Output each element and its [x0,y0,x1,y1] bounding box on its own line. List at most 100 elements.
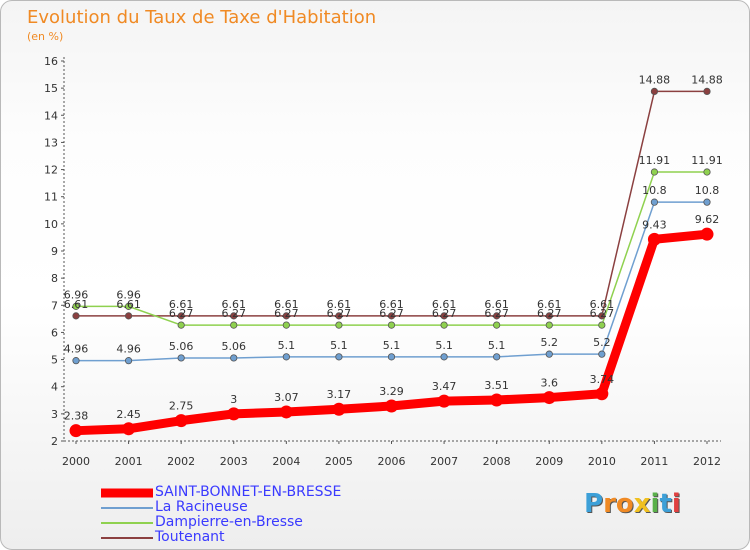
x-tick-label: 2002 [167,455,195,468]
data-point [440,353,448,361]
legend-label: Dampierre-en-Bresse [155,514,303,530]
data-point [437,394,451,408]
data-label: 6.61 [432,298,457,311]
y-tick-label: 11 [44,191,58,204]
data-label: 5.1 [383,339,401,352]
data-label: 5.1 [435,339,453,352]
data-point [335,312,343,320]
y-tick-label: 16 [44,55,58,68]
x-tick-label: 2011 [640,455,668,468]
x-tick-label: 2006 [378,455,406,468]
data-point [703,168,711,176]
y-tick-label: 14 [44,109,58,122]
data-label: 6.61 [222,298,247,311]
data-label: 6.27 [432,307,457,320]
data-point [598,312,606,320]
data-label: 3 [230,393,237,406]
chart-axes: 2 3 4 5 6 7 8 9 10 11 12 13 14 15 16 2000 2001 2002 2003 20… [44,55,721,468]
data-point [122,422,136,436]
data-point [230,312,238,320]
legend-label: Toutenant [155,529,225,545]
logo-letter: i [650,489,660,519]
x-tick-label: 2010 [588,455,616,468]
data-label: 3.29 [379,385,404,398]
x-tick-label: 2008 [483,455,511,468]
data-point [387,312,396,320]
data-label: 6.61 [379,298,404,311]
data-point [545,312,553,320]
data-point [335,321,343,329]
data-label: 3.6 [541,377,559,390]
data-point [282,312,290,320]
data-point [124,357,133,365]
data-point [598,350,606,358]
data-point [703,87,711,96]
proxiti-logo: Proxiti [584,489,681,519]
legend-swatch [101,506,153,509]
legend-swatch [101,521,153,524]
data-point [387,353,396,361]
data-label: 6.61 [537,298,562,311]
data-point [385,399,398,413]
logo-letter: o [615,489,634,519]
data-point [332,402,346,416]
data-point [335,353,343,361]
data-label: 6.27 [222,307,247,320]
logo-letter: r [603,489,616,519]
data-point [703,198,711,206]
data-label: 6.27 [274,307,299,320]
legend-label: SAINT-BONNET-EN-BRESSE [155,484,342,500]
legend-label: La Racineuse [155,499,248,515]
y-tick-label: 5 [51,354,58,367]
x-tick-label: 2000 [62,455,90,468]
logo-letter: x [633,489,651,519]
data-label: 6.61 [64,298,89,311]
x-tick-label: 2005 [325,455,353,468]
data-point [124,302,133,310]
data-label: 5.2 [593,336,611,349]
logo-letter: i [671,489,681,519]
data-point [545,350,553,358]
data-label: 3.47 [432,380,457,393]
logo-letter: P [584,489,604,519]
data-point [700,227,714,241]
data-point [440,321,448,329]
y-tick-label: 7 [51,299,58,312]
data-point [545,321,553,329]
data-label: 5.06 [222,340,247,353]
data-point [230,321,238,329]
data-label: 5.1 [488,339,506,352]
chart-title: Evolution du Taux de Taxe d'Habitation [27,7,377,28]
legend-swatch [101,536,153,539]
data-labels: 6.61 6.61 6.61 6.61 6.61 6.61 6.61 6.61 6.61 6.61… [64,73,723,422]
data-point [490,393,504,407]
data-label: 2.75 [169,400,194,413]
y-tick-label: 8 [51,272,58,285]
data-label: 5.2 [541,336,559,349]
y-tick-label: 10 [44,218,58,231]
series-line-toutenant [75,90,708,317]
data-label: 6.27 [379,307,404,320]
data-point [72,312,80,320]
data-point [72,302,80,310]
data-label: 2.45 [116,408,141,421]
data-label: 6.61 [274,298,299,311]
data-point [282,353,290,361]
data-point [227,407,241,421]
data-label: 6.61 [327,298,352,311]
data-label: 6.96 [116,288,141,301]
x-tick-label: 2004 [272,455,300,468]
series-points [69,87,714,438]
x-tick-label: 2001 [115,455,143,468]
data-point [282,321,290,329]
data-point [387,321,396,329]
data-label: 6.96 [64,288,89,301]
data-label: 3.17 [327,388,352,401]
data-label: 10.8 [695,184,720,197]
data-point [174,414,188,428]
data-point [598,321,606,329]
y-tick-label: 12 [44,164,58,177]
y-tick-label: 2 [51,435,58,448]
